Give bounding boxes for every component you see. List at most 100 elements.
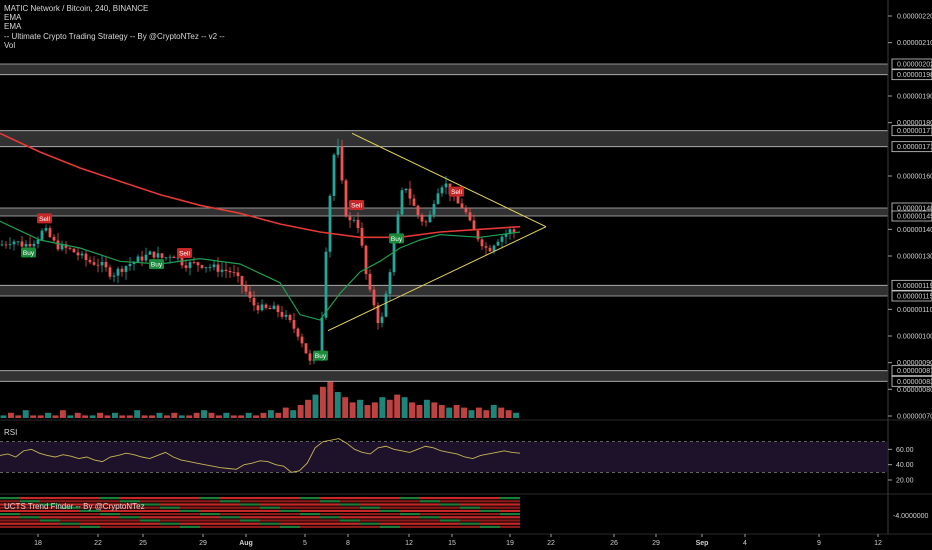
rsi-label[interactable]: RSI bbox=[4, 428, 18, 437]
trend-cell bbox=[220, 516, 240, 519]
trend-finder-label[interactable]: UCTS Trend Finder -- By @CryptoNTez bbox=[4, 502, 145, 511]
candle-body bbox=[140, 256, 144, 261]
trend-cell bbox=[200, 513, 220, 516]
trend-cell bbox=[360, 519, 380, 522]
candle-body bbox=[76, 252, 80, 256]
price-tick-label: 0.00000070 bbox=[897, 414, 932, 421]
trend-cell bbox=[480, 500, 500, 503]
price-tick-label: 0.00000210 bbox=[897, 40, 932, 47]
trend-cell bbox=[60, 525, 80, 528]
trend-cell bbox=[280, 516, 300, 519]
candle-body bbox=[92, 262, 96, 265]
time-tick-label: 9 bbox=[817, 540, 821, 547]
trend-cell bbox=[300, 519, 320, 522]
time-axis[interactable]: 18 22 25 29 Aug 5 8 12 15 19 22 26 29 Sep 4 9 12 bbox=[34, 534, 882, 547]
trend-cell bbox=[300, 525, 320, 528]
trend-cell bbox=[120, 519, 140, 522]
candle-body bbox=[336, 146, 340, 155]
time-tick-label: 29 bbox=[199, 540, 207, 547]
trend-cell bbox=[60, 516, 80, 519]
candle-body bbox=[376, 305, 380, 324]
trend-cell bbox=[320, 509, 340, 512]
indicator-ema-2[interactable]: EMA bbox=[4, 22, 22, 32]
signal-label: Sell bbox=[451, 189, 462, 196]
trend-cell bbox=[40, 503, 60, 506]
trend-cell bbox=[240, 525, 260, 528]
candle-body bbox=[320, 317, 324, 355]
trend-cell bbox=[260, 522, 280, 525]
trend-cell bbox=[300, 503, 320, 506]
trend-cell bbox=[360, 497, 380, 500]
trend-cell bbox=[20, 516, 40, 519]
volume-bar bbox=[37, 415, 44, 418]
volume-bar bbox=[253, 415, 259, 418]
trend-cell bbox=[300, 500, 320, 503]
trend-cell bbox=[480, 525, 500, 528]
candle-body bbox=[52, 236, 56, 241]
trend-cell bbox=[80, 525, 100, 528]
candle-body bbox=[176, 257, 180, 259]
time-tick-label: 22 bbox=[94, 540, 102, 547]
price-axis[interactable]: 0.00000220 0.00000210 0.00000190 0.00000180… bbox=[888, 14, 932, 421]
volume-bar bbox=[505, 410, 512, 418]
signal-label: Sell bbox=[179, 251, 190, 258]
ema-fast-line bbox=[0, 220, 521, 321]
trend-cell bbox=[420, 506, 440, 509]
volume-bar bbox=[238, 415, 245, 418]
trend-cell bbox=[380, 519, 400, 522]
trend-cell bbox=[400, 522, 420, 525]
price-tick-label: 0.00000140 bbox=[897, 227, 932, 234]
candle-body bbox=[96, 264, 100, 266]
candle-body bbox=[256, 305, 260, 311]
candle-body bbox=[372, 289, 376, 306]
trend-cell bbox=[120, 525, 140, 528]
time-tick-label: 12 bbox=[405, 540, 413, 547]
indicator-ema-1[interactable]: EMA bbox=[4, 13, 22, 23]
candle-body bbox=[460, 203, 464, 209]
trend-cell bbox=[160, 513, 180, 516]
trend-cell bbox=[140, 497, 160, 500]
trend-cell bbox=[240, 497, 260, 500]
indicator-volume[interactable]: Vol bbox=[4, 40, 16, 50]
trend-cell bbox=[160, 506, 180, 509]
trend-cell bbox=[460, 522, 480, 525]
trend-cell bbox=[420, 516, 440, 519]
candle-body bbox=[404, 188, 408, 191]
signal-label: Sell bbox=[351, 203, 362, 210]
price-level-box bbox=[891, 125, 932, 137]
trend-cell bbox=[320, 500, 340, 503]
candle-body bbox=[68, 247, 72, 249]
trend-cell bbox=[200, 525, 220, 528]
trend-cell bbox=[320, 519, 340, 522]
signal-sell-3 bbox=[177, 248, 192, 258]
trend-cell bbox=[60, 500, 80, 503]
candle-body bbox=[344, 180, 348, 217]
indicator-ucts[interactable]: -- Ultimate Crypto Trading Strategy -- B… bbox=[4, 31, 225, 41]
trend-cell bbox=[20, 506, 40, 509]
candle-body bbox=[388, 272, 392, 294]
trend-cell bbox=[500, 522, 520, 525]
trend-cell bbox=[180, 522, 200, 525]
trend-cell bbox=[40, 509, 60, 512]
trend-cell bbox=[280, 509, 300, 512]
time-tick-label: 12 bbox=[874, 540, 882, 547]
candles bbox=[0, 138, 516, 366]
trend-cell bbox=[280, 503, 300, 506]
trend-cell bbox=[60, 506, 80, 509]
trend-cell bbox=[400, 503, 420, 506]
volume-bar bbox=[223, 412, 230, 418]
trend-cell bbox=[80, 503, 100, 506]
trend-cell bbox=[140, 500, 160, 503]
symbol-title[interactable]: MATIC Network / Bitcoin, 240, BINANCE bbox=[4, 4, 149, 13]
trend-cell bbox=[480, 516, 500, 519]
trend-cell bbox=[240, 522, 260, 525]
candle-body bbox=[304, 343, 308, 354]
candle-body bbox=[284, 314, 288, 317]
candle-body bbox=[508, 229, 512, 234]
trend-cell bbox=[40, 497, 60, 500]
volume-bar bbox=[394, 394, 401, 418]
candle-body bbox=[112, 275, 116, 277]
trend-cell bbox=[140, 503, 160, 506]
volume-bar bbox=[149, 415, 155, 418]
